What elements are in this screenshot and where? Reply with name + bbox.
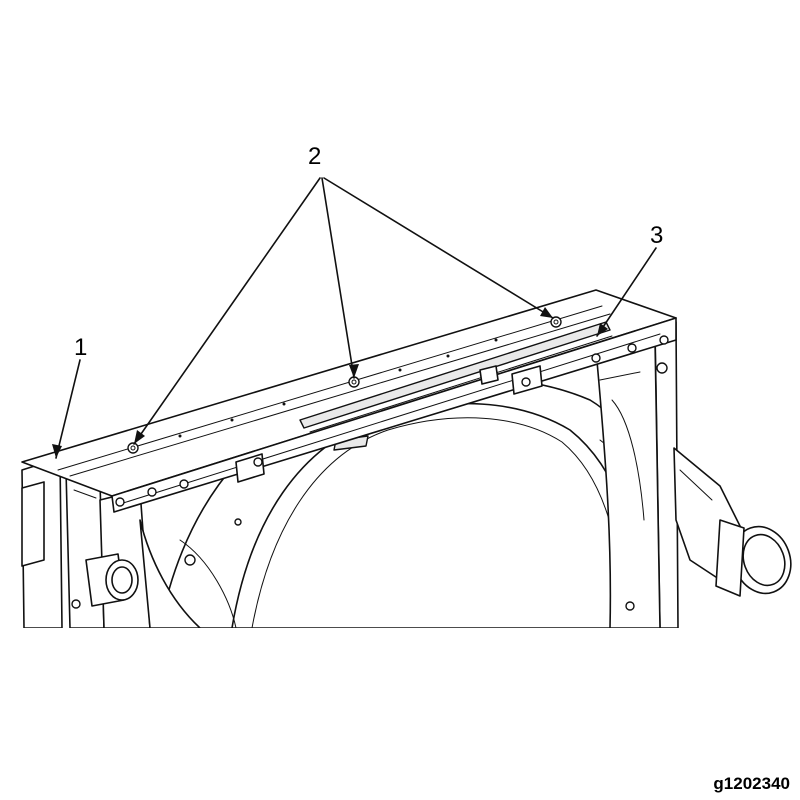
panel-holes <box>178 338 498 438</box>
arrowhead-2c <box>540 307 553 318</box>
arrowhead-2b <box>349 364 359 378</box>
arrowhead-2a <box>134 430 145 444</box>
leader-2b <box>321 177 355 379</box>
callout-3: 3 <box>650 222 664 249</box>
arrowhead-3 <box>597 323 608 336</box>
right-side-panel <box>595 321 679 628</box>
callout-2: 2 <box>308 143 322 170</box>
leader-1 <box>55 359 81 459</box>
crossbar-bolts <box>71 316 669 611</box>
upper-crossbar <box>21 289 677 513</box>
inlet-neck <box>85 553 139 607</box>
figure-id: g1202340 <box>713 774 790 793</box>
arrowhead-1 <box>52 444 62 458</box>
outlet-neck <box>673 447 792 597</box>
leader-2a <box>133 177 321 445</box>
leader-2c <box>323 177 554 319</box>
leader-lines <box>52 177 657 459</box>
callout-1: 1 <box>74 334 88 361</box>
leader-3 <box>596 247 657 337</box>
